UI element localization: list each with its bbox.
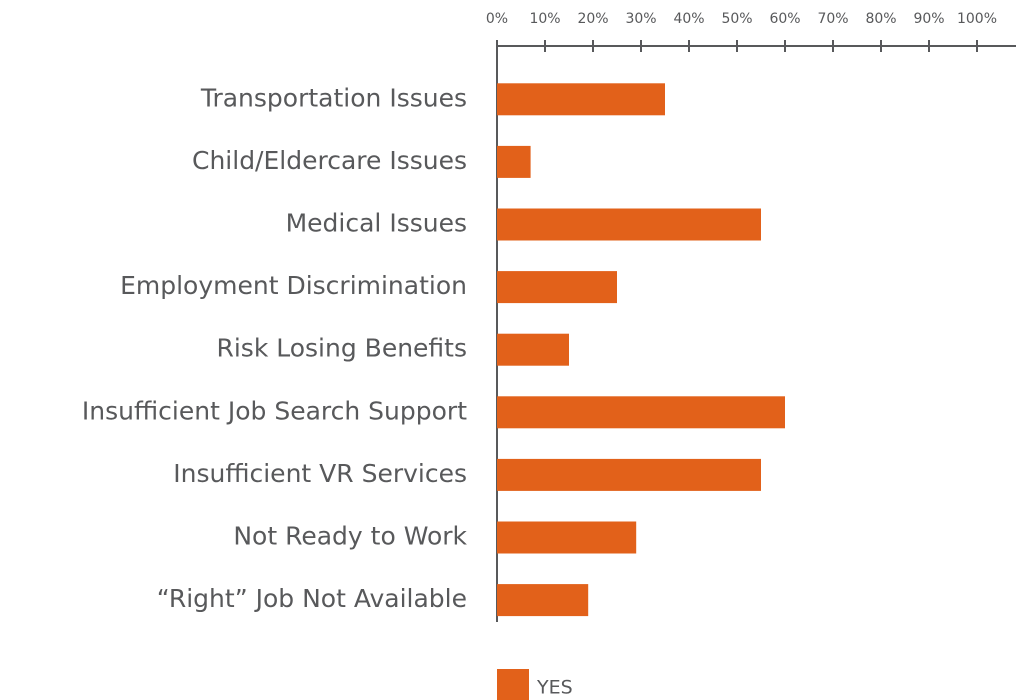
x-tick-label: 0% [486,11,508,27]
x-tick-label: 90% [913,11,944,27]
legend-label: YES [536,677,573,699]
bar [497,333,569,366]
y-tick-label: Transportation Issues [200,83,467,112]
x-tick-label: 10% [529,11,560,27]
bar [497,83,665,116]
y-tick-label: Risk Losing Benefits [216,334,467,363]
bar [497,521,637,554]
x-tick-label: 70% [817,11,848,27]
x-tick-label: 50% [721,11,752,27]
y-tick-label: Not Ready to Work [233,522,467,551]
bar [497,584,589,617]
y-tick-label: “Right” Job Not Available [157,584,467,613]
bar [497,208,761,241]
x-tick-label: 60% [769,11,800,27]
y-tick-label: Medical Issues [286,209,467,238]
x-tick-label: 80% [865,11,896,27]
x-tick-label: 30% [625,11,656,27]
bar [497,271,617,304]
x-tick-label: 40% [673,11,704,27]
x-tick-label: 20% [577,11,608,27]
y-tick-label: Insufficient VR Services [173,459,467,488]
y-tick-label: Insufficient Job Search Support [82,396,467,425]
x-tick-label: 100% [957,11,997,27]
legend-swatch [497,669,529,700]
bar [497,145,531,178]
bar [497,396,785,429]
y-tick-label: Child/Eldercare Issues [192,146,467,175]
y-tick-label: Employment Discrimination [120,271,467,300]
bar [497,458,761,491]
